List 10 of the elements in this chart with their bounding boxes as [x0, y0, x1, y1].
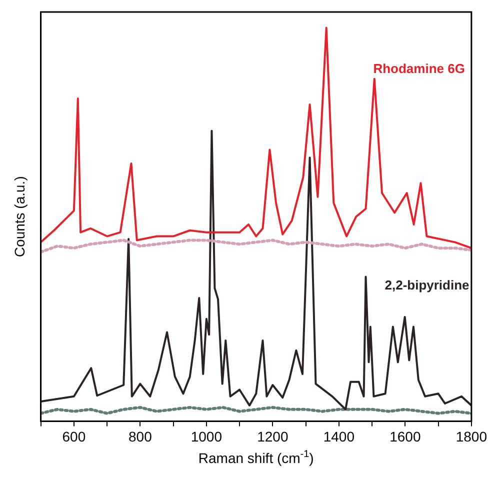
x-tick-label: 1200	[257, 428, 288, 444]
series-label: 2,2-bipyridine	[384, 278, 470, 293]
x-tick-label: 600	[62, 428, 86, 444]
x-tick-label: 1600	[390, 428, 421, 444]
y-axis-title: Counts (a.u.)	[11, 176, 28, 258]
x-tick-label: 1000	[190, 428, 222, 444]
x-tick-label: 1400	[323, 428, 355, 444]
series-label: Rhodamine 6G	[373, 60, 465, 76]
x-tick-label: 1800	[456, 428, 488, 444]
x-tick-label: 800	[128, 428, 152, 444]
